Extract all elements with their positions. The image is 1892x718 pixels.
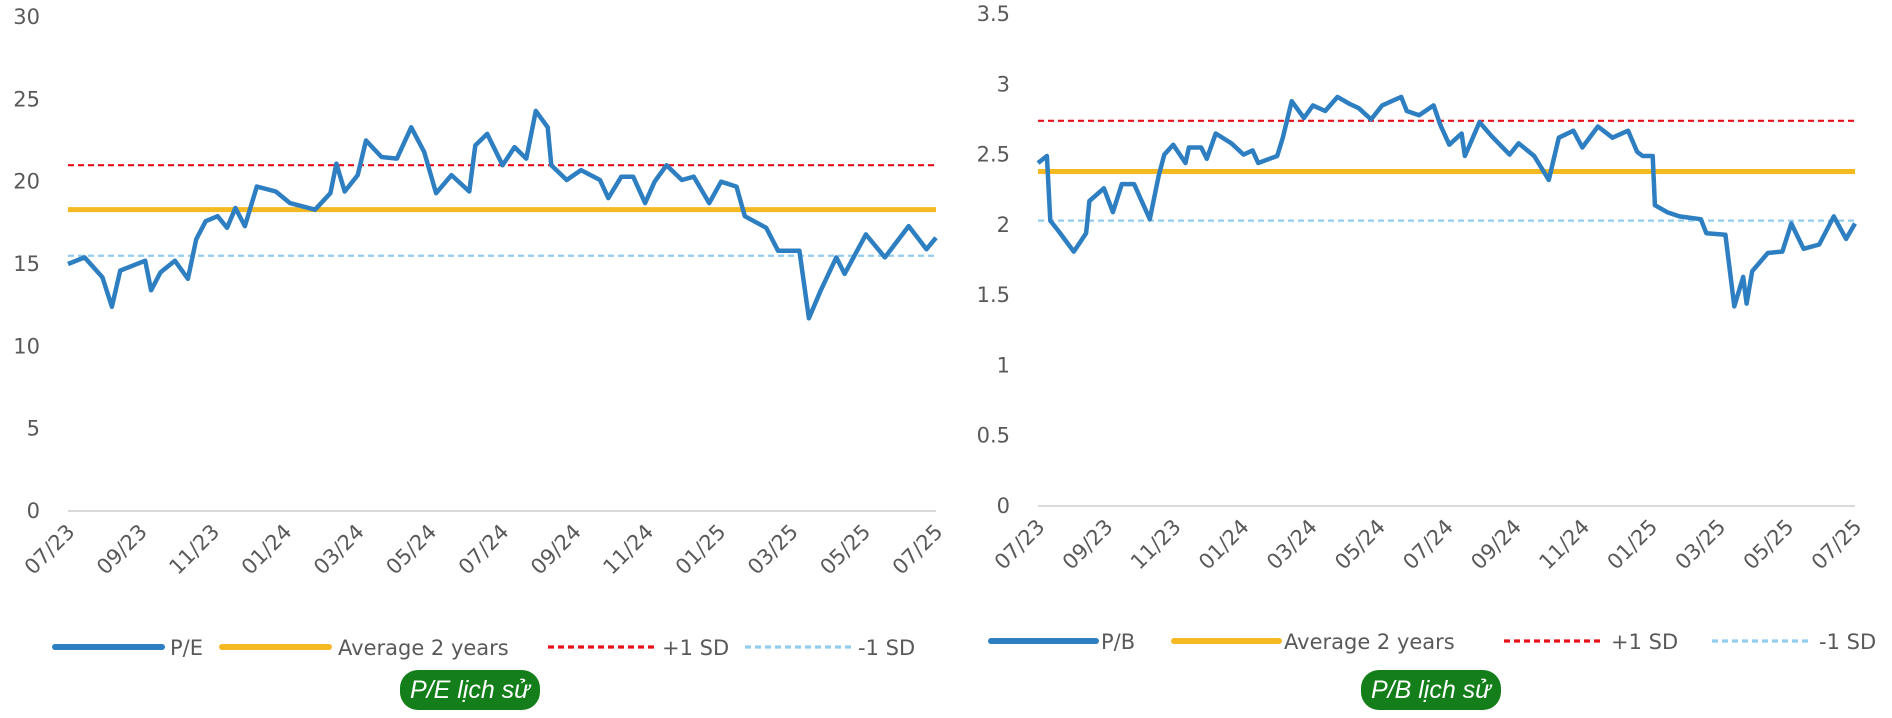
legend-label: Average 2 years [1284,630,1455,654]
x-tick-label: 01/24 [237,520,297,580]
x-tick-label: 03/24 [1262,515,1322,575]
x-tick-label: 09/24 [1466,515,1526,575]
x-tick-label: 05/24 [1330,515,1390,575]
y-tick-label: 15 [13,252,40,276]
y-tick-label: 10 [13,334,40,358]
legend-label: Average 2 years [338,636,509,660]
series-line [67,108,938,321]
pe-chart-title-badge: P/E lịch sử [399,670,541,710]
x-tick-label: 03/25 [1671,515,1731,575]
x-tick-label: 03/24 [309,520,369,580]
x-tick-label: 01/24 [1194,515,1254,575]
y-tick-label: 30 [13,5,40,29]
x-tick-label: 01/25 [671,520,731,580]
x-tick-label: 09/24 [526,520,586,580]
y-tick-label: 0 [997,494,1010,518]
legend-label: -1 SD [1819,630,1876,654]
x-tick-label: 11/23 [1126,515,1186,575]
legend-label: P/E [170,636,203,660]
x-tick-label: 07/25 [1807,515,1867,575]
x-tick-label: 09/23 [1058,515,1118,575]
y-tick-label: 0.5 [977,424,1010,448]
x-tick-label: 05/25 [1739,515,1799,575]
x-tick-label: 05/25 [815,520,875,580]
legend-label: P/B [1101,630,1135,654]
x-tick-label: 07/23 [20,520,80,580]
y-tick-label: 3.5 [977,2,1010,26]
x-tick-label: 11/24 [1534,515,1594,575]
x-tick-label: 07/24 [454,520,514,580]
x-tick-label: 03/25 [743,520,803,580]
legend-label: +1 SD [1611,630,1678,654]
legend-label: -1 SD [858,636,915,660]
pb-chart-title-badge: P/B lịch sử [1360,670,1502,710]
y-tick-label: 20 [13,170,40,194]
legend-label: +1 SD [662,636,729,660]
y-tick-label: 25 [13,87,40,111]
y-tick-label: 0 [27,499,40,523]
pb-chart: 00.511.522.533.507/23 09/23 11/23 01/24 03/2… [977,2,1877,654]
x-tick-label: 01/25 [1603,515,1663,575]
y-tick-label: 3 [997,72,1010,96]
x-tick-label: 05/24 [381,520,441,580]
x-tick-label: 07/25 [888,520,946,580]
y-tick-label: 2.5 [977,143,1010,167]
y-tick-label: 2 [997,213,1010,237]
x-tick-label: 07/23 [990,515,1050,575]
y-tick-label: 1 [997,353,1010,377]
x-tick-label: 11/23 [164,520,224,580]
y-tick-label: 1.5 [977,283,1010,307]
series-line [1036,94,1857,309]
x-tick-label: 09/23 [92,520,152,580]
x-tick-label: 11/24 [598,520,658,580]
y-tick-label: 5 [27,417,40,441]
x-tick-label: 07/24 [1398,515,1458,575]
